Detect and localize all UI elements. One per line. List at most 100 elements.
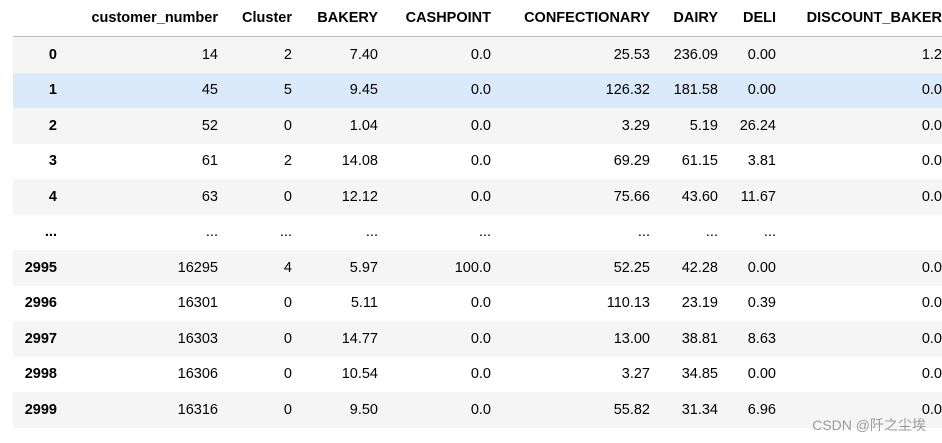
table-cell: ...	[279, 224, 292, 241]
row-index: 1	[48, 82, 57, 99]
dataframe-table: customer_number Cluster BAKERY CASHPOINT CON…	[13, 0, 942, 428]
row-index: 2997	[24, 330, 57, 347]
table-cell: 0	[283, 188, 292, 205]
row-index: 2	[48, 117, 57, 134]
table-cell: 61.15	[681, 153, 718, 170]
table-cell: 0.0	[921, 82, 942, 99]
table-cell: 14.77	[341, 330, 378, 347]
watermark: CSDN @阡之尘埃	[812, 417, 926, 433]
table-cell: 0	[283, 295, 292, 312]
table-cell: 3.81	[747, 153, 776, 170]
row-index: 4	[48, 188, 57, 205]
table-cell: 2	[283, 46, 292, 63]
table-cell: 69.29	[613, 153, 650, 170]
table-cell: 16306	[177, 366, 218, 383]
table-cell: 7.40	[349, 46, 378, 63]
table-cell: 0.39	[747, 295, 776, 312]
table-cell: 5	[283, 82, 292, 99]
table-cell: 16301	[177, 295, 218, 312]
table-cell: ...	[763, 224, 776, 241]
table-cell: 75.66	[613, 188, 650, 205]
header-row: customer_number Cluster BAKERY CASHPOINT CON…	[13, 0, 942, 37]
row-index: 2998	[24, 366, 57, 383]
table-row: 3 61 2 14.08 0.0 69.29 61.15 3.81 0.0	[13, 144, 942, 180]
column-header	[13, 0, 65, 37]
table-cell: 34.85	[681, 366, 718, 383]
table-cell: 16303	[177, 330, 218, 347]
table-cell: 0.0	[921, 259, 942, 276]
table-cell: 31.34	[681, 401, 718, 418]
table-cell: 5.19	[689, 117, 718, 134]
table-cell: 42.28	[681, 259, 718, 276]
table-cell: 0	[283, 366, 292, 383]
table-cell: 9.45	[349, 82, 378, 99]
table-cell: 0.0	[921, 295, 942, 312]
table-cell: 63	[201, 188, 218, 205]
table-cell: 1.04	[349, 117, 378, 134]
column-header: BAKERY	[300, 0, 386, 37]
table-cell: 38.81	[681, 330, 718, 347]
table-body: 0 14 2 7.40 0.0 25.53 236.09 0.00 1.2 1 45 5 9.45 0.0…	[13, 36, 942, 428]
row-index: 0	[48, 46, 57, 63]
table-cell: 0	[283, 117, 292, 134]
table-cell: 12.12	[341, 188, 378, 205]
table-cell: 0	[283, 330, 292, 347]
table-cell: 11.67	[740, 188, 776, 205]
table-cell: 16316	[177, 401, 218, 418]
table-cell: ...	[478, 224, 491, 241]
table-cell: ...	[705, 224, 718, 241]
table-row: 2998 16306 0 10.54 0.0 3.27 34.85 0.00 0.0	[13, 357, 942, 393]
table-cell: 0.0	[470, 82, 491, 99]
column-header: DAIRY	[658, 0, 726, 37]
table-cell: 0.0	[921, 188, 942, 205]
table-cell: 0.0	[470, 117, 491, 134]
table-cell: 0.0	[470, 330, 491, 347]
row-index: 2996	[24, 295, 57, 312]
table-row: 2 52 0 1.04 0.0 3.29 5.19 26.24 0.0	[13, 108, 942, 144]
table-cell: 0.0	[470, 295, 491, 312]
table-cell: 0.00	[747, 366, 776, 383]
table-cell: 14.08	[341, 153, 378, 170]
table-cell: 9.50	[349, 401, 378, 418]
table-cell: 0.0	[470, 46, 491, 63]
table-cell: 126.32	[605, 82, 650, 99]
table-cell: 0.0	[470, 366, 491, 383]
column-header: CASHPOINT	[386, 0, 499, 37]
table-cell: 52.25	[613, 259, 650, 276]
table-cell: 5.11	[350, 295, 378, 312]
table-cell: 4	[283, 259, 292, 276]
table-cell: 1.2	[921, 46, 942, 63]
table-cell: 110.13	[606, 295, 650, 312]
table-cell: 0.0	[921, 401, 942, 418]
table-cell: 8.63	[747, 330, 776, 347]
table-row: 2996 16301 0 5.11 0.0 110.13 23.19 0.39 0.0	[13, 286, 942, 322]
column-header: CONFECTIONARY	[499, 0, 658, 37]
row-index: 2999	[24, 401, 57, 418]
table-row: 2997 16303 0 14.77 0.0 13.00 38.81 8.63 0.0	[13, 321, 942, 357]
table-cell: 55.82	[613, 401, 650, 418]
row-index: 2995	[24, 259, 57, 276]
table-row: 0 14 2 7.40 0.0 25.53 236.09 0.00 1.2	[13, 36, 942, 73]
table-cell: 6.96	[747, 401, 776, 418]
table-cell: 0.00	[747, 82, 776, 99]
table-cell: 0.0	[921, 117, 942, 134]
table-cell: 43.60	[681, 188, 718, 205]
table-cell: 5.97	[349, 259, 378, 276]
table-cell: 0.0	[470, 153, 491, 170]
table-row: 4 63 0 12.12 0.0 75.66 43.60 11.67 0.0	[13, 179, 942, 215]
table-header: customer_number Cluster BAKERY CASHPOINT CON…	[13, 0, 942, 37]
table-cell: 26.24	[739, 117, 776, 134]
table-cell: 45	[201, 82, 218, 99]
table-cell: ...	[205, 224, 218, 241]
table-cell: 10.54	[341, 366, 378, 383]
table-cell: 181.58	[673, 82, 718, 99]
table-cell: 25.53	[613, 46, 650, 63]
table-cell: 52	[201, 117, 218, 134]
row-index: ...	[44, 224, 57, 241]
table-cell: 236.09	[673, 46, 718, 63]
column-header: customer_number	[65, 0, 226, 37]
table-cell: 23.19	[681, 295, 718, 312]
table-cell: 0.0	[921, 330, 942, 347]
table-row: ........................	[13, 215, 942, 251]
